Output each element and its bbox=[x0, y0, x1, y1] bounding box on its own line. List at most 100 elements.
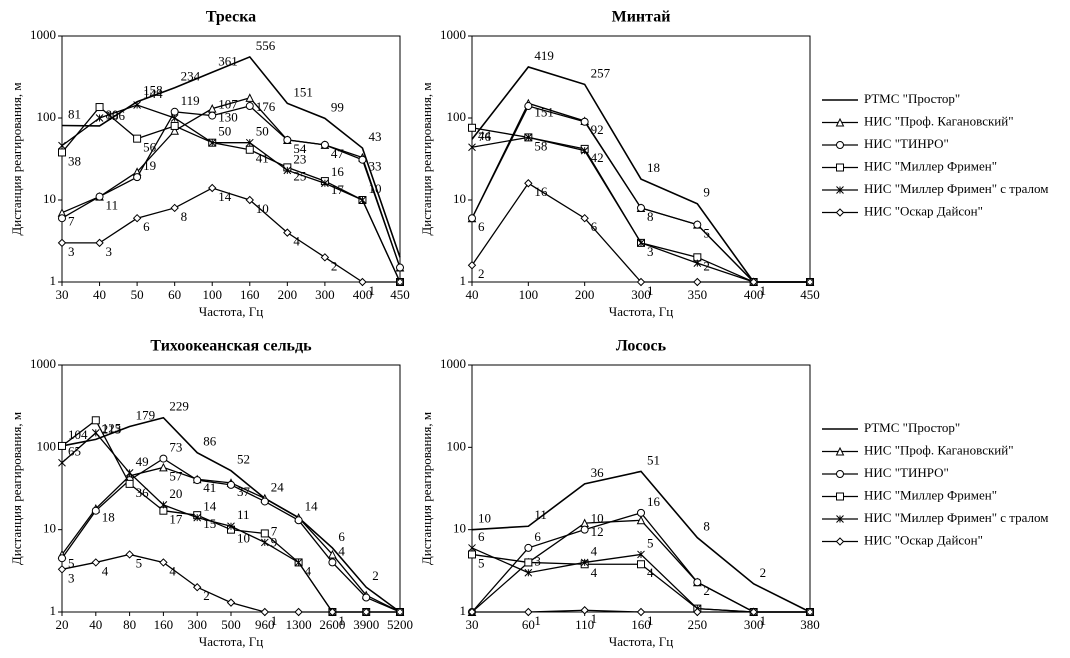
x-axis-title: Частота, Гц bbox=[199, 634, 263, 649]
data-label: 3 bbox=[106, 244, 113, 259]
marker bbox=[637, 550, 645, 559]
chart-title: Минтай bbox=[612, 9, 671, 26]
marker bbox=[836, 186, 844, 194]
data-label: 3 bbox=[534, 554, 541, 569]
data-label: 4 bbox=[305, 563, 312, 578]
legend-label: НИС "Миллер Фримен" bbox=[864, 487, 997, 502]
data-label: 1 bbox=[647, 613, 654, 628]
data-label: 20 bbox=[169, 486, 182, 501]
data-label: 1 bbox=[338, 613, 345, 628]
data-label: 16 bbox=[534, 184, 548, 199]
x-tick-label: 250 bbox=[688, 617, 708, 632]
data-label: 8 bbox=[703, 519, 710, 534]
legend-label: НИС "Миллер Фримен" с тралом bbox=[864, 510, 1048, 525]
x-tick-label: 500 bbox=[221, 617, 241, 632]
x-tick-label: 160 bbox=[631, 617, 651, 632]
marker bbox=[524, 133, 533, 142]
data-label: 6 bbox=[591, 219, 598, 234]
y-tick-label: 1000 bbox=[30, 356, 56, 371]
marker bbox=[693, 607, 702, 617]
marker bbox=[835, 208, 845, 217]
data-label: 8 bbox=[647, 209, 654, 224]
series-line bbox=[471, 470, 811, 613]
chart-title: Лосось bbox=[616, 338, 667, 355]
data-label: 49 bbox=[136, 454, 149, 469]
marker bbox=[260, 538, 269, 547]
marker bbox=[91, 506, 100, 515]
data-label: 158 bbox=[143, 83, 163, 98]
x-tick-label: 30 bbox=[56, 287, 69, 302]
marker bbox=[283, 166, 292, 175]
marker bbox=[467, 607, 477, 617]
marker bbox=[58, 148, 66, 157]
data-label: 229 bbox=[169, 399, 189, 414]
marker bbox=[125, 550, 134, 559]
marker bbox=[57, 565, 67, 574]
data-label: 54 bbox=[293, 141, 307, 156]
data-label: 4 bbox=[338, 543, 345, 558]
marker bbox=[580, 117, 589, 126]
marker bbox=[637, 239, 645, 247]
data-label: 10 bbox=[478, 511, 491, 526]
marker bbox=[468, 143, 476, 152]
data-label: 1 bbox=[368, 283, 375, 298]
data-label: 11 bbox=[237, 507, 250, 522]
data-label: 136 bbox=[106, 108, 126, 123]
marker bbox=[159, 558, 168, 567]
marker bbox=[245, 145, 254, 154]
x-tick-label: 300 bbox=[744, 617, 764, 632]
data-label: 4 bbox=[591, 543, 598, 558]
marker bbox=[245, 195, 254, 205]
x-tick-label: 200 bbox=[575, 287, 595, 302]
marker bbox=[836, 163, 844, 172]
x-tick-label: 450 bbox=[800, 287, 820, 302]
data-label: 125 bbox=[102, 420, 122, 435]
data-label: 6 bbox=[478, 529, 485, 544]
marker bbox=[468, 550, 476, 559]
data-label: 10 bbox=[591, 511, 604, 526]
data-label: 41 bbox=[256, 151, 269, 166]
data-label: 43 bbox=[368, 129, 381, 144]
data-label: 44 bbox=[478, 128, 492, 143]
x-tick-label: 80 bbox=[123, 617, 136, 632]
x-tick-label: 60 bbox=[168, 287, 181, 302]
series-line bbox=[61, 106, 401, 283]
marker bbox=[95, 103, 104, 112]
marker bbox=[468, 544, 476, 552]
marker bbox=[636, 515, 646, 525]
marker bbox=[58, 458, 66, 467]
data-label: 16 bbox=[647, 494, 661, 509]
data-label: 38 bbox=[68, 153, 81, 168]
marker bbox=[835, 537, 845, 546]
marker bbox=[836, 492, 844, 501]
y-tick-label: 100 bbox=[447, 109, 467, 124]
data-label: 1 bbox=[591, 611, 598, 626]
data-label: 12 bbox=[591, 524, 604, 539]
data-label: 23 bbox=[293, 151, 306, 166]
data-label: 50 bbox=[218, 124, 231, 139]
x-tick-label: 40 bbox=[89, 617, 102, 632]
data-label: 556 bbox=[256, 38, 276, 53]
chart-title: Треска bbox=[206, 9, 256, 26]
data-label: 257 bbox=[591, 65, 611, 80]
data-label: 33 bbox=[368, 158, 381, 173]
x-tick-label: 300 bbox=[631, 287, 651, 302]
data-label: 80 bbox=[106, 107, 119, 122]
marker bbox=[170, 114, 179, 122]
data-label: 3 bbox=[68, 244, 75, 259]
series-line bbox=[471, 182, 810, 283]
y-axis-title: Дистанция реагирования, м bbox=[419, 82, 434, 235]
data-label: 1 bbox=[534, 613, 541, 628]
data-label: 5 bbox=[647, 535, 654, 550]
marker bbox=[226, 598, 236, 607]
x-tick-label: 100 bbox=[519, 287, 539, 302]
marker bbox=[58, 554, 66, 563]
marker bbox=[170, 126, 179, 135]
data-label: 4 bbox=[169, 563, 176, 578]
data-label: 9 bbox=[703, 185, 710, 200]
data-label: 14 bbox=[203, 499, 217, 514]
marker bbox=[245, 93, 255, 102]
x-tick-label: 380 bbox=[800, 617, 820, 632]
y-axis-title: Дистанция реагирования, м bbox=[9, 412, 24, 565]
x-tick-label: 200 bbox=[278, 287, 298, 302]
